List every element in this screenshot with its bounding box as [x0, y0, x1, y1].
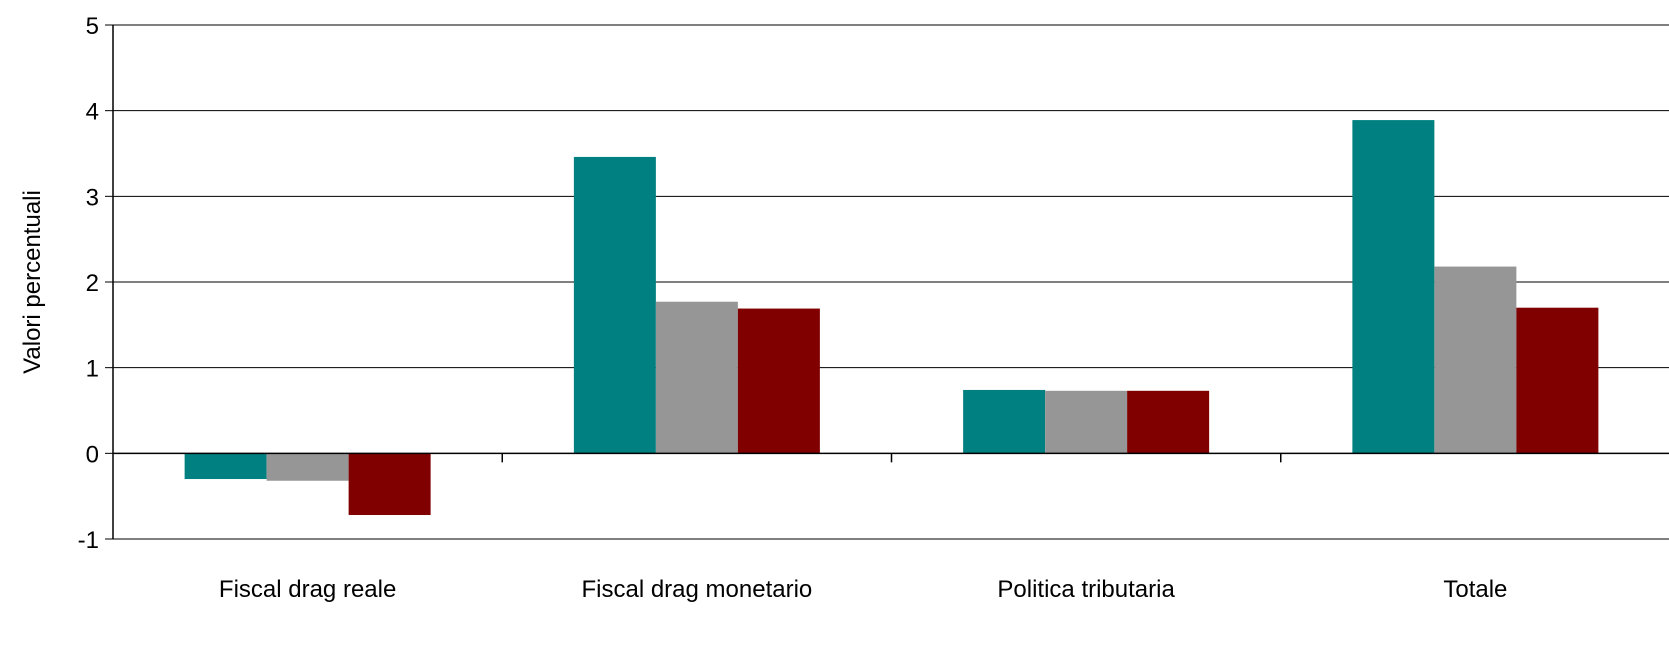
- bar: [1516, 307, 1599, 454]
- category-label: Totale: [1443, 576, 1507, 603]
- bar: [1127, 390, 1210, 454]
- y-tick-label: 0: [86, 441, 99, 468]
- bar: [737, 308, 820, 454]
- bar: [1352, 120, 1435, 454]
- y-axis-title: Valori percentuali: [19, 190, 46, 374]
- gridlines: [113, 24, 1669, 540]
- y-tick-label: 2: [86, 270, 99, 297]
- bar: [573, 156, 656, 454]
- axes: [105, 24, 1669, 540]
- labels: -1 0 1 2 3 4 5 Fiscal drag reale Fiscal drag mon…: [78, 13, 1508, 603]
- bar: [1434, 266, 1517, 454]
- y-tick-label: 5: [86, 13, 99, 40]
- y-tick-label: 3: [86, 184, 99, 211]
- category-label: Politica tributaria: [997, 576, 1175, 603]
- y-tick-label: -1: [78, 527, 99, 554]
- category-label: Fiscal drag reale: [219, 576, 396, 603]
- bar: [348, 453, 431, 516]
- bar: [1045, 390, 1128, 454]
- bar: [184, 453, 267, 480]
- bars: [184, 120, 1599, 516]
- bar: [963, 389, 1046, 454]
- bar: [266, 453, 349, 481]
- bar: [655, 301, 738, 454]
- y-tick-label: 4: [86, 99, 99, 126]
- category-label: Fiscal drag monetario: [581, 576, 812, 603]
- y-tick-label: 1: [86, 356, 99, 383]
